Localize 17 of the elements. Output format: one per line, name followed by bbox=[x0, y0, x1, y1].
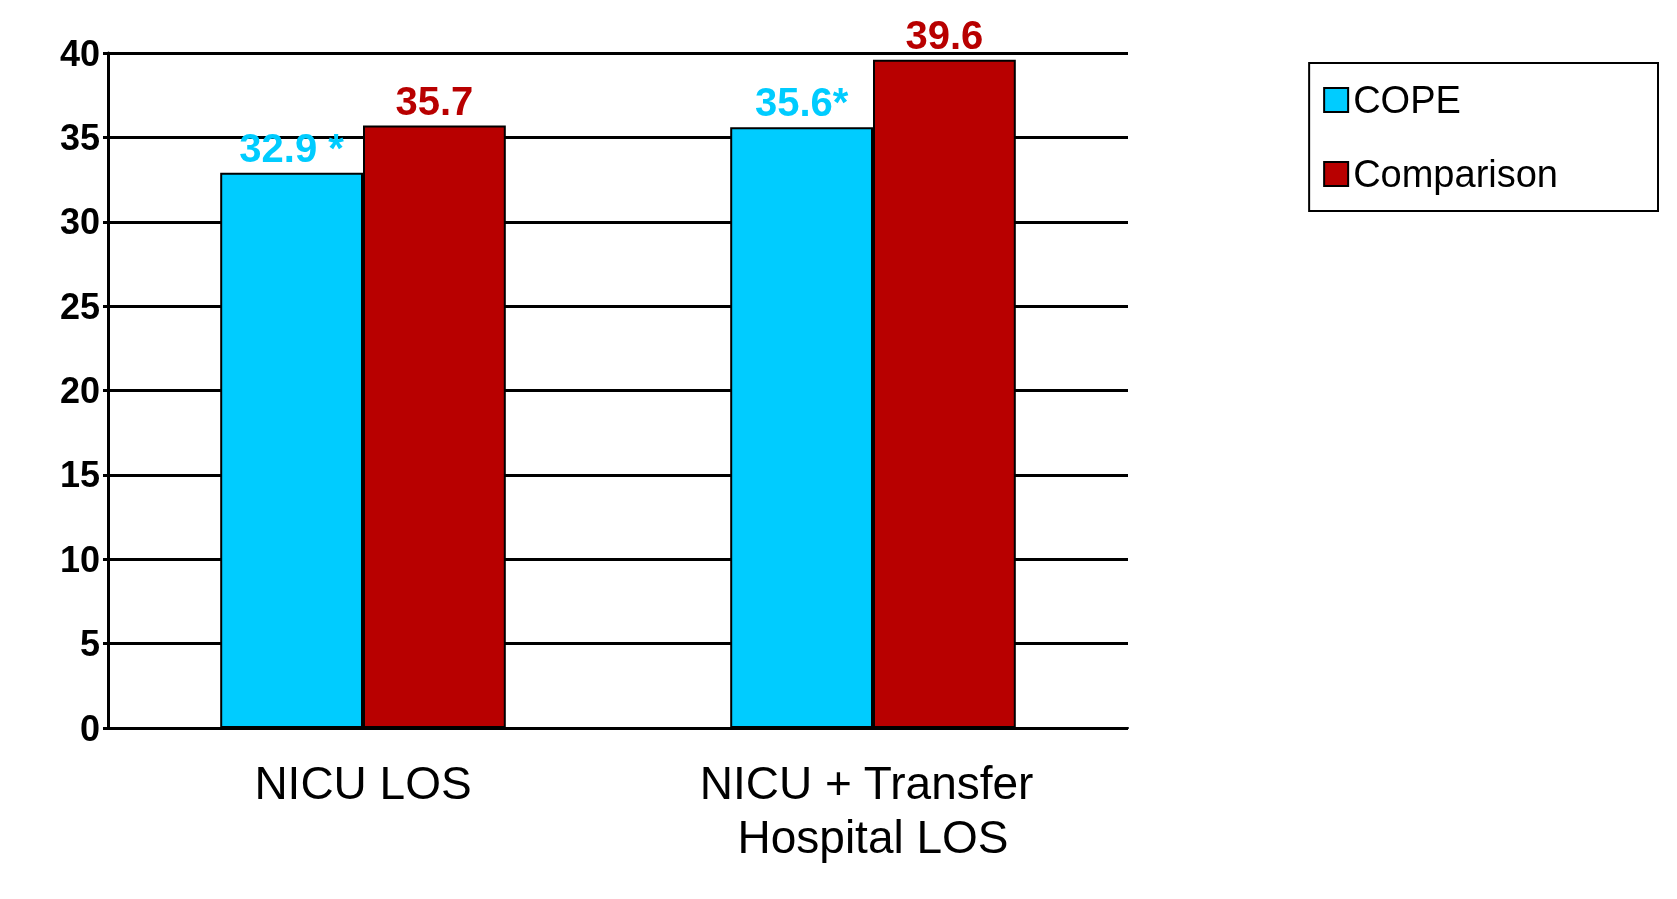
data-label: 32.9 * bbox=[239, 125, 345, 170]
data-label: 35.6* bbox=[754, 80, 849, 125]
y-tick-label: 15 bbox=[59, 454, 100, 496]
y-tick-label: 35 bbox=[59, 116, 100, 158]
data-label: 35.7 bbox=[395, 78, 474, 123]
x-tick-label: NICU + Transfer Hospital LOS bbox=[699, 757, 1047, 863]
y-tick-label: 5 bbox=[79, 623, 100, 665]
y-tick-label: 25 bbox=[59, 285, 100, 327]
y-tick-label: 40 bbox=[59, 32, 100, 74]
legend-label: COPE bbox=[1353, 79, 1461, 121]
y-tick-label: 30 bbox=[59, 201, 100, 243]
data-label: 39.6 bbox=[905, 12, 984, 57]
y-tick-label: 20 bbox=[59, 370, 100, 411]
y-tick-label: 10 bbox=[59, 538, 100, 580]
x-tick-label: NICU LOS bbox=[254, 757, 472, 809]
y-tick-label: 0 bbox=[79, 707, 100, 749]
legend-label: Comparison bbox=[1353, 153, 1559, 195]
